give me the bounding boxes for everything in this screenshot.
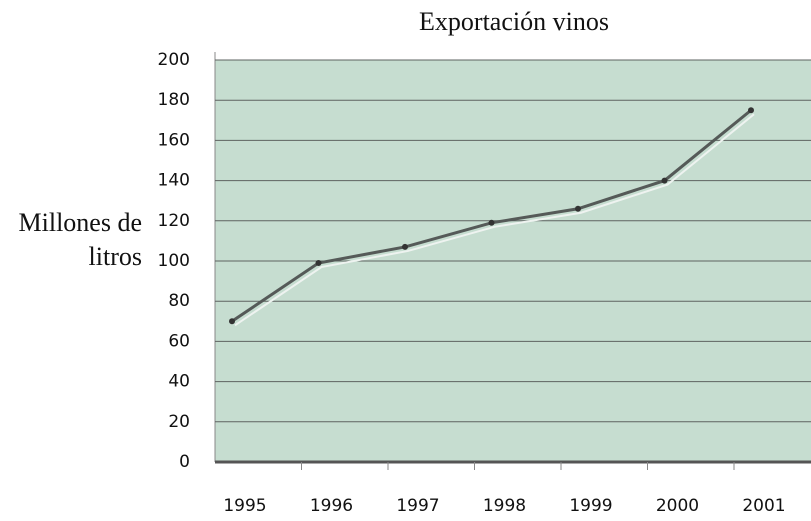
x-tick-label: 1996 xyxy=(310,496,353,516)
y-tick-label: 20 xyxy=(168,412,190,432)
chart-title: Exportación vinos xyxy=(419,7,609,36)
y-tick-label: 120 xyxy=(158,211,190,231)
y-tick-label: 160 xyxy=(158,130,190,150)
x-tick-label: 1999 xyxy=(569,496,612,516)
point xyxy=(315,260,322,267)
point xyxy=(575,205,581,212)
point xyxy=(661,177,668,184)
y-tick-label: 0 xyxy=(179,452,190,472)
point xyxy=(402,243,408,250)
y-tick-label: 100 xyxy=(158,251,190,271)
y-tick-label: 200 xyxy=(158,50,190,70)
x-tick-label: 2000 xyxy=(656,496,699,516)
point xyxy=(488,219,495,226)
point xyxy=(748,107,754,114)
y-tick-label: 60 xyxy=(168,331,190,351)
y-tick-label: 180 xyxy=(158,90,190,110)
line-shadow xyxy=(234,113,755,327)
x-tick-label: 1997 xyxy=(396,496,439,516)
y-axis-label: Millones de litros xyxy=(18,208,143,271)
point xyxy=(229,318,235,325)
x-tick-label: 1995 xyxy=(223,496,266,516)
y-tick-label: 40 xyxy=(168,372,190,392)
y-tick-label: 140 xyxy=(158,171,190,191)
x-tick-label: 2001 xyxy=(742,496,785,516)
y-tick-label: 80 xyxy=(168,291,190,311)
x-tick-label: 1998 xyxy=(483,496,526,516)
